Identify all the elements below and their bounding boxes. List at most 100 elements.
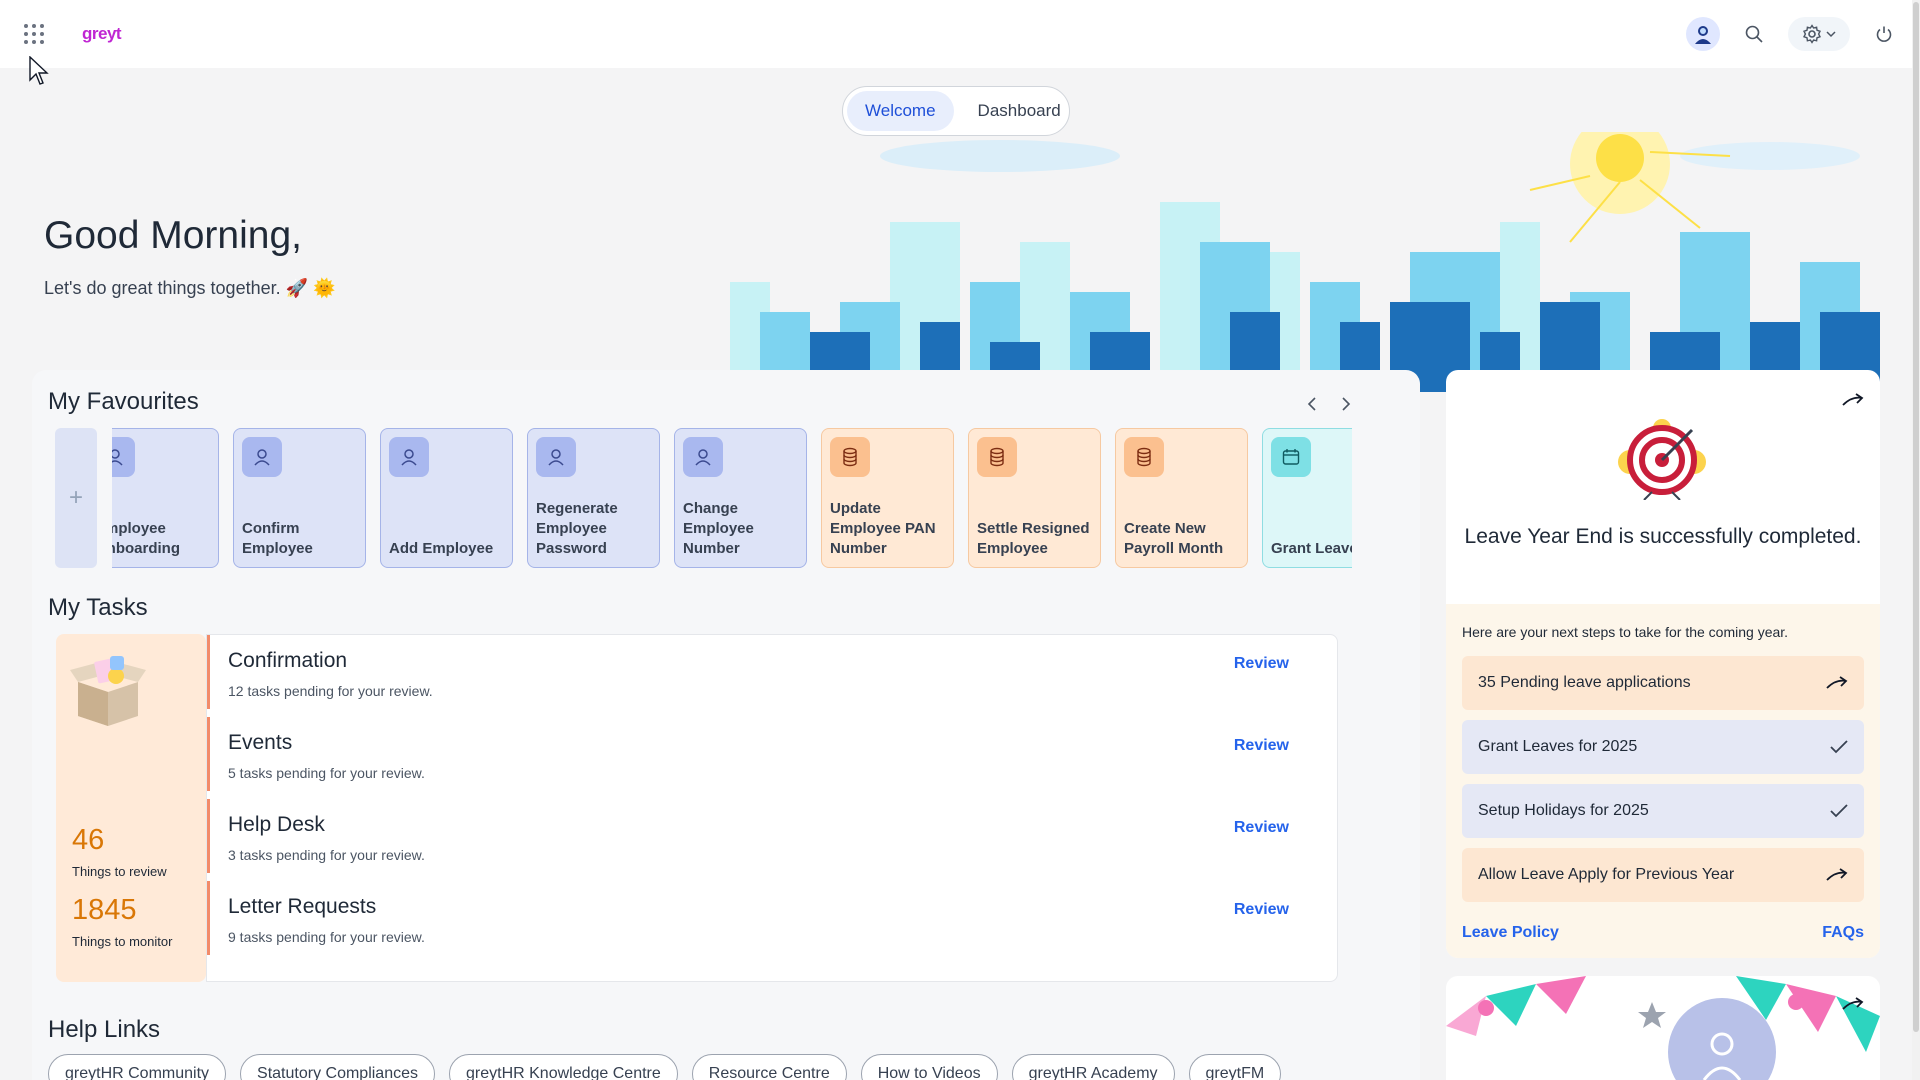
check-icon: [1830, 740, 1848, 754]
user-avatar-icon[interactable]: [1686, 17, 1720, 51]
step-setup-holidays[interactable]: Setup Holidays for 2025: [1462, 784, 1864, 838]
power-icon[interactable]: [1868, 18, 1900, 50]
favourite-grant-leave[interactable]: Grant Leave: [1262, 428, 1352, 568]
step-label: Allow Leave Apply for Previous Year: [1478, 866, 1735, 883]
favourite-add-employee[interactable]: Add Employee: [380, 428, 513, 568]
next-steps-intro: Here are your next steps to take for the…: [1462, 624, 1789, 640]
bunting-illustration: [1446, 976, 1880, 1080]
favourite-confirm-employee[interactable]: Confirm Employee: [233, 428, 366, 568]
favourite-regenerate-password[interactable]: Regenerate Employee Password: [527, 428, 660, 568]
favourite-label: Update Employee PAN Number: [830, 500, 936, 557]
favourite-label: Create New Payroll Month: [1124, 520, 1224, 557]
help-link-chip[interactable]: greytHR Knowledge Centre: [449, 1054, 678, 1080]
favourite-settle-resigned[interactable]: Settle Resigned Employee: [968, 428, 1101, 568]
monitor-count: 1845: [72, 894, 137, 926]
celebration-card: [1446, 976, 1880, 1080]
database-icon: [977, 437, 1017, 477]
user-icon: [112, 437, 135, 477]
task-name: Letter Requests: [228, 895, 377, 918]
arrow-up-right-icon: [1826, 868, 1848, 881]
add-favourite-button[interactable]: +: [55, 428, 97, 568]
apps-grid-icon[interactable]: [22, 22, 46, 46]
tab-dashboard[interactable]: Dashboard: [977, 101, 1061, 120]
user-icon: [536, 437, 576, 477]
leave-year-end-card: Leave Year End is successfully completed…: [1446, 370, 1880, 958]
task-row: Events 5 tasks pending for your review. …: [207, 717, 1337, 791]
help-links-row: greytHR Community Statutory Compliances …: [48, 1054, 1282, 1080]
favourites-strip: + Employee Onboarding Confirm Employee A…: [54, 428, 1396, 570]
view-toggle: Welcome Dashboard: [842, 86, 1070, 136]
task-description: 12 tasks pending for your review.: [228, 683, 433, 699]
greeting-title: Good Morning,: [44, 214, 302, 257]
favourite-label: Employee Onboarding: [112, 520, 180, 557]
faqs-link[interactable]: FAQs: [1822, 924, 1864, 941]
favourites-title: My Favourites: [48, 388, 199, 415]
help-link-chip[interactable]: greytHR Community: [48, 1054, 227, 1080]
favourite-label: Confirm Employee: [242, 520, 313, 557]
scrollbar-thumb[interactable]: [1913, 2, 1919, 1032]
open-box-illustration: [70, 656, 146, 726]
leave-year-end-title: Leave Year End is successfully completed…: [1464, 525, 1862, 548]
step-grant-leaves[interactable]: Grant Leaves for 2025: [1462, 720, 1864, 774]
greeting-subtitle: Let's do great things together. 🚀 🌞: [44, 278, 336, 298]
logo[interactable]: greyt: [82, 24, 122, 43]
calendar-icon: [1271, 437, 1311, 477]
review-button[interactable]: Review: [1233, 901, 1289, 918]
arrow-up-right-icon[interactable]: [1842, 996, 1864, 1012]
task-name: Confirmation: [228, 649, 348, 672]
review-button[interactable]: Review: [1233, 737, 1289, 754]
chevron-left-icon[interactable]: [1302, 394, 1322, 414]
leave-policy-link[interactable]: Leave Policy: [1462, 924, 1559, 941]
tasks-list: Confirmation 12 tasks pending for your r…: [206, 634, 1338, 982]
check-icon: [1830, 804, 1848, 818]
review-button[interactable]: Review: [1233, 819, 1289, 836]
review-count-label: Things to review: [72, 864, 167, 879]
tab-welcome[interactable]: Welcome: [847, 91, 954, 131]
step-label: 35 Pending leave applications: [1478, 674, 1691, 691]
task-row: Letter Requests 9 tasks pending for your…: [207, 881, 1337, 955]
task-name: Events: [228, 731, 293, 754]
help-links-title: Help Links: [48, 1016, 161, 1043]
tasks-card: 46 Things to review 1845 Things to monit…: [56, 634, 1338, 982]
help-link-chip[interactable]: Resource Centre: [691, 1054, 847, 1080]
chevron-right-icon[interactable]: [1336, 394, 1356, 414]
top-right-actions: [1686, 14, 1900, 54]
database-icon: [830, 437, 870, 477]
favourites-track: Employee Onboarding Confirm Employee Add…: [112, 428, 1352, 568]
user-icon: [683, 437, 723, 477]
step-pending-leave[interactable]: 35 Pending leave applications: [1462, 656, 1864, 710]
favourite-label: Change Employee Number: [683, 500, 754, 557]
help-link-chip[interactable]: greytFM: [1188, 1054, 1282, 1080]
tasks-title: My Tasks: [48, 594, 148, 621]
favourite-label: Regenerate Employee Password: [536, 500, 618, 557]
city-skyline-illustration: [730, 132, 1880, 392]
page-scrollbar[interactable]: [1912, 0, 1920, 1080]
step-allow-leave-apply[interactable]: Allow Leave Apply for Previous Year: [1462, 848, 1864, 902]
chevron-down-icon: [1826, 31, 1836, 38]
help-link-chip[interactable]: Statutory Compliances: [240, 1054, 435, 1080]
user-icon: [389, 437, 429, 477]
favourite-employee-onboarding[interactable]: Employee Onboarding: [112, 428, 219, 568]
task-description: 5 tasks pending for your review.: [228, 765, 425, 781]
favourite-update-pan[interactable]: Update Employee PAN Number: [821, 428, 954, 568]
favourites-nav: [1302, 394, 1356, 414]
task-row: Confirmation 12 tasks pending for your r…: [207, 635, 1337, 709]
arrow-up-right-icon[interactable]: [1842, 392, 1864, 408]
target-trophy-icon: [1618, 419, 1706, 500]
next-steps-box: Here are your next steps to take for the…: [1446, 604, 1880, 958]
search-icon[interactable]: [1738, 18, 1770, 50]
top-bar: greyt: [0, 0, 1920, 68]
step-label: Grant Leaves for 2025: [1478, 738, 1638, 755]
review-button[interactable]: Review: [1233, 655, 1289, 672]
help-link-chip[interactable]: How to Videos: [860, 1054, 998, 1080]
favourite-change-employee-number[interactable]: Change Employee Number: [674, 428, 807, 568]
gear-icon: [1803, 24, 1821, 44]
tasks-summary: 46 Things to review 1845 Things to monit…: [56, 634, 206, 982]
review-count: 46: [72, 824, 105, 856]
favourites-viewport: Employee Onboarding Confirm Employee Add…: [112, 428, 1352, 570]
favourite-create-payroll-month[interactable]: Create New Payroll Month: [1115, 428, 1248, 568]
settings-menu-button[interactable]: [1788, 17, 1850, 51]
task-row: Help Desk 3 tasks pending for your revie…: [207, 799, 1337, 873]
monitor-count-label: Things to monitor: [72, 934, 173, 949]
help-link-chip[interactable]: greytHR Academy: [1011, 1054, 1175, 1080]
